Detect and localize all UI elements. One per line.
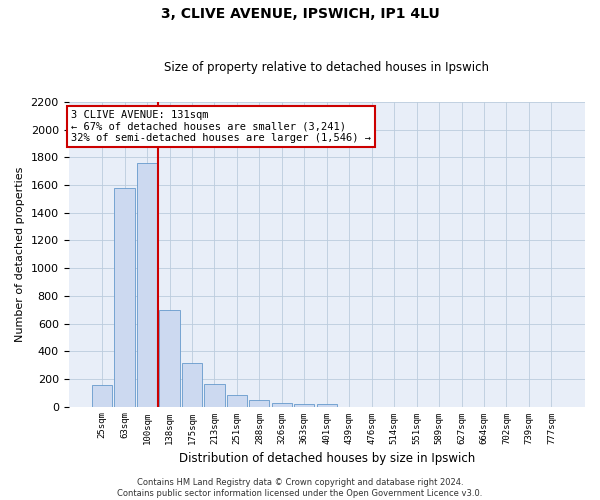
Text: 3, CLIVE AVENUE, IPSWICH, IP1 4LU: 3, CLIVE AVENUE, IPSWICH, IP1 4LU [161, 8, 439, 22]
Text: Contains HM Land Registry data © Crown copyright and database right 2024.
Contai: Contains HM Land Registry data © Crown c… [118, 478, 482, 498]
Y-axis label: Number of detached properties: Number of detached properties [15, 166, 25, 342]
X-axis label: Distribution of detached houses by size in Ipswich: Distribution of detached houses by size … [179, 452, 475, 465]
Title: Size of property relative to detached houses in Ipswich: Size of property relative to detached ho… [164, 62, 489, 74]
Text: 3 CLIVE AVENUE: 131sqm
← 67% of detached houses are smaller (3,241)
32% of semi-: 3 CLIVE AVENUE: 131sqm ← 67% of detached… [71, 110, 371, 143]
Bar [272, 403, 292, 406]
Bar [115, 188, 134, 406]
Bar [160, 310, 179, 406]
Bar [227, 395, 247, 406]
Bar [137, 163, 157, 406]
Bar [182, 363, 202, 406]
Bar [317, 404, 337, 406]
Bar [92, 385, 112, 406]
Bar [294, 404, 314, 406]
Bar [249, 400, 269, 406]
Bar [205, 384, 224, 406]
